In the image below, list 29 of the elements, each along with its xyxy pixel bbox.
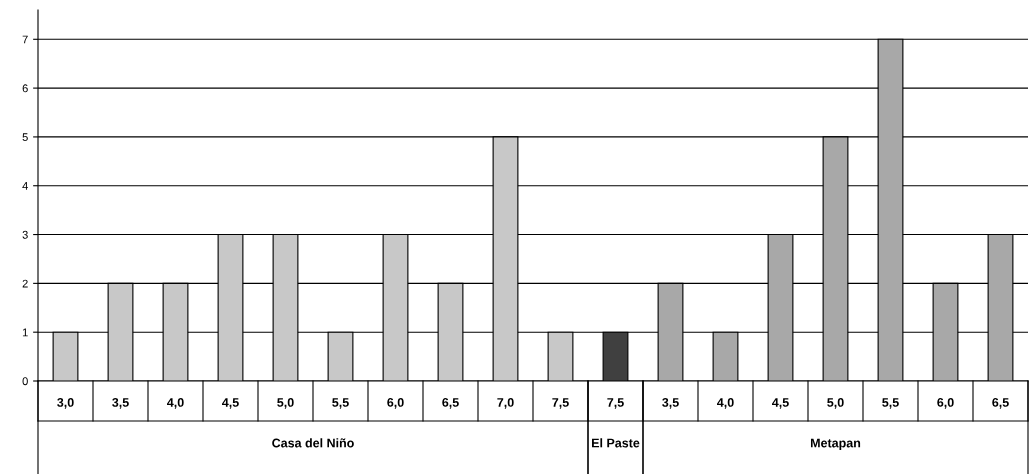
x-tick-label: 7,0 xyxy=(497,398,514,409)
y-tick-label: 6 xyxy=(22,84,28,93)
y-tick-label: 7 xyxy=(22,35,28,44)
y-tick-label: 5 xyxy=(22,133,28,142)
x-tick-label: 5,5 xyxy=(882,398,899,409)
x-tick-label: 5,5 xyxy=(332,398,349,409)
x-tick-label: 7,5 xyxy=(552,398,569,409)
text: Casa del Niño xyxy=(272,438,354,448)
text: Metapan xyxy=(810,438,861,450)
y-tick-label: 3 xyxy=(22,230,28,239)
x-tick-label: 6,5 xyxy=(442,398,459,409)
x-tick-label: 3,0 xyxy=(57,398,74,409)
x-tick-label: 5,0 xyxy=(827,398,844,409)
y-tick-label: 4 xyxy=(22,182,28,190)
x-tick-label: 6,0 xyxy=(937,398,954,409)
x-tick-label: 4,0 xyxy=(167,398,184,409)
x-tick-label: 6,5 xyxy=(992,398,1009,409)
x-tick-label: 3,5 xyxy=(112,398,129,409)
y-tick-label: 0 xyxy=(22,377,28,386)
x-tick-label: 4,0 xyxy=(717,398,734,409)
y-tick-label: 1 xyxy=(22,328,28,337)
y-tick-label: 2 xyxy=(22,279,28,288)
x-tick-label: 5,0 xyxy=(277,398,294,409)
x-tick-label: 4,5 xyxy=(222,398,239,409)
x-tick-label: 7,5 xyxy=(607,398,624,409)
x-tick-label: 6,0 xyxy=(387,398,404,409)
text: El Paste xyxy=(592,438,640,448)
x-tick-label: 3,5 xyxy=(662,398,679,409)
x-tick-label: 4,5 xyxy=(772,398,789,409)
